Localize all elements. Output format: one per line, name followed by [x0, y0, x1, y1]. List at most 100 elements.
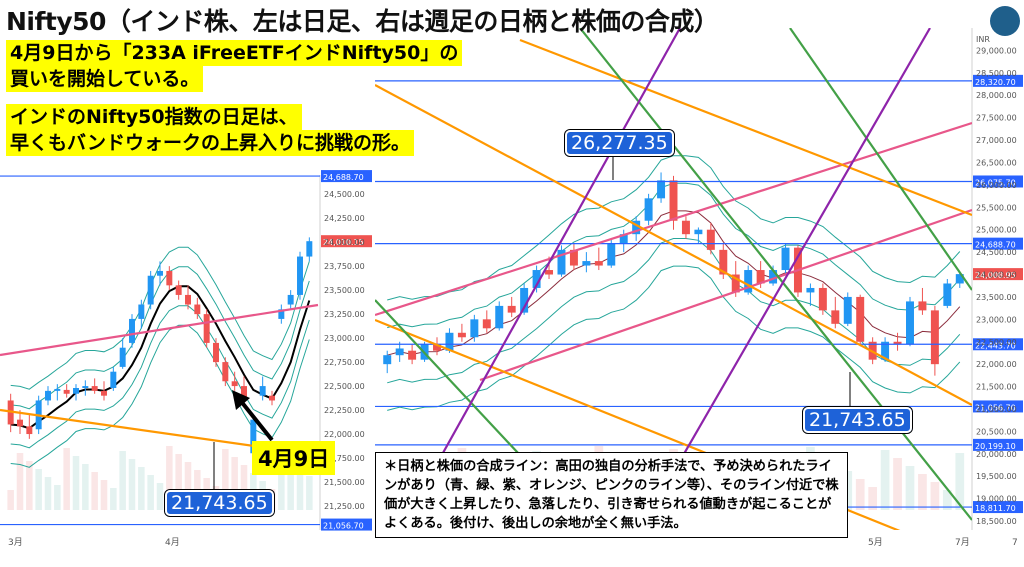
candle-body [694, 229, 703, 235]
candle-body [175, 285, 182, 295]
y-tick-label: 19,500.00 [976, 472, 1017, 481]
candle-body [569, 249, 578, 266]
volume-bar [119, 451, 126, 510]
pink-trend-line [0, 303, 319, 357]
candle-body [607, 243, 616, 266]
green-trend-line [789, 28, 972, 291]
candle-body [557, 249, 566, 275]
candle-body [259, 386, 266, 396]
x-tick-label: 4月 [165, 537, 180, 548]
y-tick-label: 24,000.00 [976, 271, 1017, 280]
candle-body [269, 395, 275, 401]
candle-body [657, 180, 666, 199]
candle-body [470, 319, 479, 338]
candle-body [756, 270, 765, 284]
brand-logo-icon [990, 6, 1020, 36]
y-tick-label: 22,500.00 [324, 382, 365, 391]
candle-body [241, 386, 247, 401]
candle-body [203, 314, 210, 343]
candle-body [669, 180, 678, 221]
candle-body [644, 198, 653, 221]
price-label-text: 26,075.70 [975, 178, 1016, 187]
price-label-text: 22,443.70 [975, 341, 1016, 350]
y-tick-label: 21,250.00 [324, 502, 365, 511]
orange-trend-line [375, 84, 972, 406]
y-tick-label: 28,000.00 [976, 91, 1017, 100]
candle-body [17, 419, 23, 427]
callout-weekly-high: 26,277.35 [565, 130, 674, 156]
candle-body [520, 287, 529, 313]
volume-bar [63, 448, 70, 510]
candle-body [91, 386, 98, 391]
candle-body [231, 381, 238, 387]
volume-bar [287, 460, 294, 510]
x-tick-label: 5月 [868, 537, 883, 548]
price-label-text: 24,010.15 [323, 238, 364, 247]
volume-bar [156, 483, 164, 510]
candle-body [906, 301, 914, 344]
candle-body [63, 389, 70, 394]
volume-bar [91, 472, 98, 510]
candle-body [545, 270, 554, 275]
candle-body [287, 294, 294, 305]
candle-body [507, 305, 516, 313]
bollinger-band-line [387, 265, 961, 411]
price-label-text: 18,811.70 [975, 504, 1016, 513]
candle-body [433, 343, 441, 351]
volume-bar [278, 452, 285, 510]
price-label-box [973, 268, 1023, 281]
price-label-text: 20,199.10 [975, 442, 1016, 451]
price-label-box [973, 400, 1023, 413]
volume-bar [100, 480, 108, 510]
volume-bar [868, 487, 878, 510]
candle-body [769, 270, 778, 284]
candle-body [101, 390, 107, 396]
note-line-4: 早くもバンドウォークの上昇入りに挑戦の形。 [6, 130, 414, 156]
volume-bar [231, 457, 238, 510]
candle-body [955, 274, 964, 284]
volume-bar [175, 454, 182, 510]
y-tick-label: 24,000.00 [324, 238, 365, 247]
candle-body [395, 348, 404, 356]
y-tick-label: 19,000.00 [976, 495, 1017, 504]
candle-body [744, 270, 753, 293]
volume-bar [240, 465, 248, 510]
price-label-box [321, 518, 372, 531]
candle-body [194, 304, 201, 315]
candle-body [619, 234, 628, 244]
moving-average-line [10, 285, 311, 430]
volume-bar [7, 490, 14, 510]
y-tick-label: 23,500.00 [976, 293, 1017, 302]
volume-bar [35, 469, 42, 510]
y-tick-label: 23,750.00 [324, 262, 365, 271]
callout-daily-low: 21,743.65 [165, 490, 274, 516]
candle-body [119, 347, 126, 367]
volume-bar [880, 450, 890, 510]
candle-body [457, 332, 466, 338]
pink-trend-line [479, 208, 972, 382]
purple-trend-line [399, 28, 681, 530]
y-tick-label: 22,500.00 [976, 338, 1017, 347]
plot-area [0, 175, 318, 530]
y-tick-label: 21,500.00 [324, 478, 365, 487]
candle-body [445, 332, 454, 351]
candle-body [881, 341, 890, 360]
volume-bar [110, 488, 117, 510]
price-label-box [973, 501, 1023, 514]
volume-bar [166, 446, 173, 510]
candle-body [856, 296, 865, 342]
candle-body [45, 390, 51, 401]
candle-body [594, 261, 603, 266]
y-tick-label: 28,500.00 [976, 69, 1017, 78]
price-label-box [973, 74, 1023, 87]
candle-body [918, 301, 927, 311]
candle-body [157, 270, 163, 276]
candle-body [532, 270, 541, 288]
y-tick-label: 25,000.00 [976, 226, 1017, 235]
arrow-head-icon [232, 390, 250, 410]
note-line-1: 4月9日から「233A iFreeETFインドNifty50」の [6, 40, 463, 66]
note-line-3: インドのNifty50指数の日足は、 [6, 104, 302, 130]
y-tick-label: 24,250.00 [324, 214, 365, 223]
candle-body [73, 388, 79, 394]
y-tick-label: 23,250.00 [324, 310, 365, 319]
